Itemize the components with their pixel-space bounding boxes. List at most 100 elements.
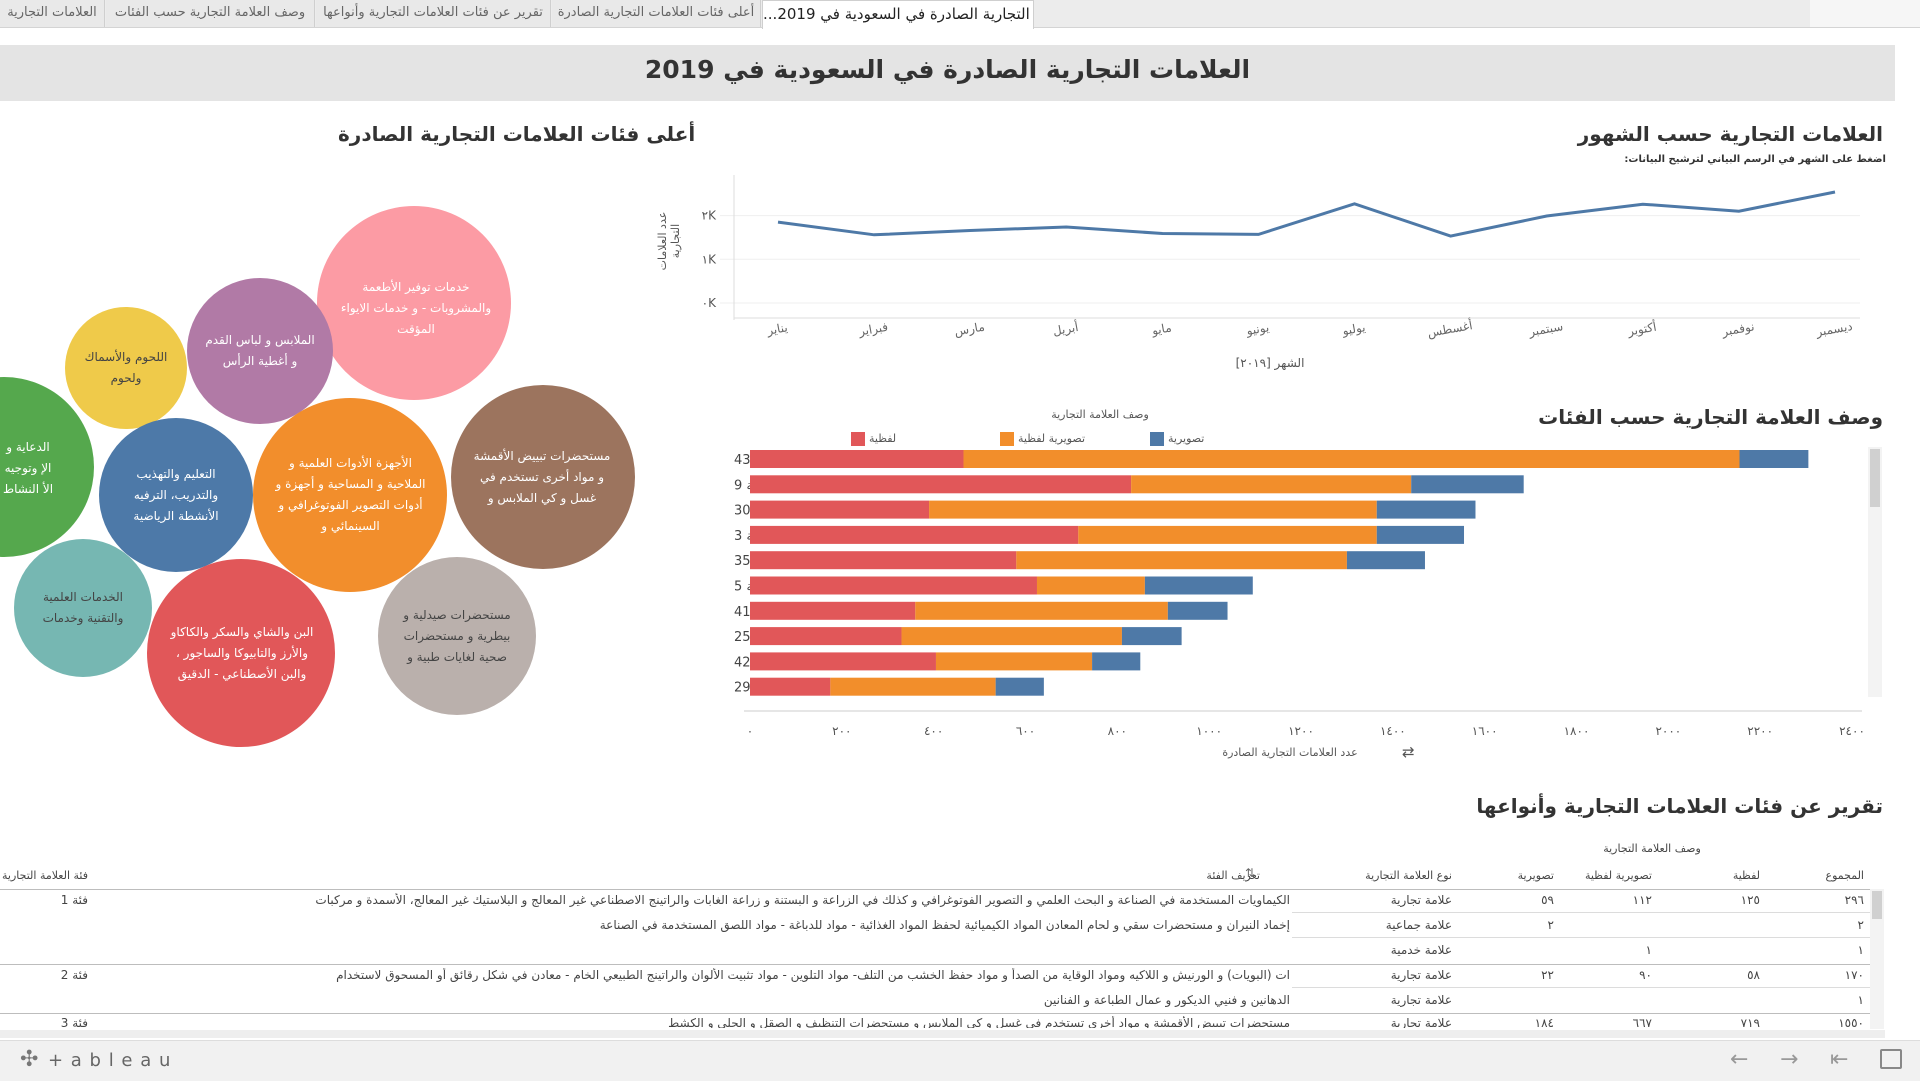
header-pictorial[interactable]: تصويرية — [1517, 869, 1554, 882]
revert-icon[interactable]: ⇤ — [1830, 1047, 1849, 1072]
tableau-brand: + a b l e a u — [48, 1050, 172, 1071]
bar-segment[interactable] — [750, 576, 1037, 595]
row-type: علامة تجارية — [1390, 968, 1452, 982]
header-pictorial-verbal[interactable]: تصويرية لفظية — [1584, 869, 1652, 882]
bubble-pharmaceuticals[interactable] — [378, 557, 536, 715]
tab-trademarks[interactable]: العلامات التجارية — [0, 0, 105, 27]
bar-segment[interactable] — [1036, 576, 1145, 595]
line-x-tick-label[interactable]: مارس — [953, 320, 986, 340]
sort-indicator-icon[interactable]: ⇅ — [1245, 866, 1256, 880]
row-pictorial: ٢٢ — [1541, 968, 1554, 982]
bar-segment[interactable] — [750, 551, 1017, 570]
bar-segment[interactable] — [750, 525, 1079, 544]
bar-segment[interactable] — [915, 601, 1168, 620]
bubble-coffee-tea[interactable] — [147, 559, 335, 747]
bar-chart-scroll-thumb[interactable] — [1870, 449, 1880, 507]
bar-segment[interactable] — [1376, 525, 1465, 544]
row-total: ٢٩٦ — [1844, 893, 1864, 907]
bar-segment[interactable] — [1411, 475, 1524, 494]
line-x-tick-label[interactable]: سبتمبر — [1527, 319, 1565, 340]
tableau-logo-icon: ✣ — [20, 1047, 39, 1072]
row-definition: إخماد النيران و مستحضرات سقي و لحام المع… — [599, 918, 1290, 932]
line-x-tick-label[interactable]: فبراير — [857, 320, 889, 340]
category-bar-chart[interactable]: فئة 43فئة 9فئة 30فئة 3فئة 35فئة 5فئة 41ف… — [680, 440, 1880, 740]
bar-x-tick-label: ١٢٠٠ — [1288, 724, 1314, 738]
line-y-tick-label: ٠K — [702, 296, 717, 310]
line-x-tick-label[interactable]: أبريل — [1052, 319, 1080, 339]
bar-segment[interactable] — [750, 601, 916, 620]
bar-segment[interactable] — [750, 475, 1132, 494]
row-definition: الكيماويات المستخدمة في الصناعة و البحث … — [315, 893, 1290, 907]
bar-segment[interactable] — [750, 450, 964, 468]
row-divider — [1292, 912, 1870, 913]
bar-x-tick-label: ١٨٠٠ — [1564, 724, 1590, 738]
row-total: ١٥٥٠ — [1838, 1016, 1864, 1028]
line-x-tick-label[interactable]: أغسطس — [1426, 317, 1474, 341]
row-pictorial: ١٨٤ — [1534, 1016, 1554, 1028]
tab-top-categories[interactable]: أعلى فئات العلامات التجارية الصادرة — [552, 0, 761, 27]
bubble-advertising[interactable] — [0, 377, 94, 557]
dashboard-title: العلامات التجارية الصادرة في السعودية في… — [644, 55, 1251, 84]
line-x-tick-label[interactable]: نوفمبر — [1720, 319, 1756, 340]
bar-segment[interactable] — [995, 677, 1044, 696]
header-category[interactable]: فئة العلامة التجارية — [2, 869, 88, 882]
sort-icon[interactable]: ⇄ — [1402, 743, 1415, 761]
line-x-tick-label[interactable]: يوليو — [1340, 320, 1366, 339]
bar-segment[interactable] — [750, 627, 902, 646]
line-x-tick-label[interactable]: أكتوبر — [1626, 319, 1658, 340]
bar-segment[interactable] — [1121, 627, 1182, 646]
tab-category-report[interactable]: تقرير عن فئات العلامات التجارية وأنواعها — [316, 0, 551, 27]
bar-segment[interactable] — [750, 677, 831, 696]
bubble-label-scientific-services: الخدمات العلمية والتقنية وخدمات — [42, 590, 124, 625]
bar-legend-title: وصف العلامة التجارية — [1051, 408, 1149, 421]
tab-description-by-category[interactable]: وصف العلامة التجارية حسب الفئات — [106, 0, 315, 27]
table-scroll-thumb[interactable] — [1872, 891, 1882, 919]
row-verbal: ٥٨ — [1747, 968, 1760, 982]
monthly-line-chart[interactable]: ٠K ١K ٢K يناير فبراير مارس أبريل مايو يونيو يوليو… — [650, 175, 1890, 385]
line-x-tick-label[interactable]: يناير — [765, 320, 789, 339]
tab-dashboard[interactable]: ...ات التجارية الصادرة في السعودية في 20… — [762, 0, 1034, 29]
header-total[interactable]: المجموع — [1825, 869, 1864, 882]
header-definition[interactable]: تعريف الفئة — [1206, 869, 1260, 882]
bubble-food-services[interactable] — [317, 206, 511, 400]
bar-segment[interactable] — [1167, 601, 1228, 620]
bar-segment[interactable] — [901, 627, 1122, 646]
fullscreen-icon[interactable] — [1880, 1049, 1902, 1069]
bar-segment[interactable] — [1144, 576, 1253, 595]
bubble-scientific-services[interactable] — [14, 539, 152, 677]
table-horizontal-scrollbar[interactable] — [0, 1030, 1885, 1038]
bar-segment[interactable] — [1078, 525, 1377, 544]
table-scrollbar[interactable] — [1870, 889, 1884, 1029]
bubble-education[interactable] — [99, 418, 253, 572]
bar-segment[interactable] — [1016, 551, 1347, 570]
bubble-meat[interactable] — [65, 307, 187, 429]
bubble-scientific-apparatus[interactable] — [253, 398, 447, 592]
redo-icon[interactable]: → — [1780, 1047, 1799, 1072]
bar-segment[interactable] — [1092, 652, 1141, 671]
bar-segment[interactable] — [750, 500, 930, 519]
undo-icon[interactable]: ← — [1730, 1047, 1749, 1072]
bar-segment[interactable] — [1376, 500, 1476, 519]
row-total: ١ — [1857, 943, 1864, 957]
bar-segment[interactable] — [830, 677, 996, 696]
line-x-tick-label[interactable]: ديسمبر — [1814, 319, 1854, 340]
line-x-tick-label[interactable]: يونيو — [1244, 320, 1270, 339]
line-x-tick-label[interactable]: مايو — [1150, 320, 1173, 338]
bar-chart-scrollbar[interactable] — [1868, 447, 1882, 697]
table-row[interactable]: فئة 3 مستحضرات تبييض الأقمشة و مواد أخرى… — [0, 1016, 1870, 1028]
bar-segment[interactable] — [935, 652, 1093, 671]
bar-segment[interactable] — [1346, 551, 1425, 570]
bar-segment[interactable] — [750, 652, 936, 671]
row-definition: الدهانين و فنيي الديكور و عمال الطباعة و… — [1043, 993, 1290, 1007]
line-series-path[interactable] — [777, 190, 1836, 238]
header-verbal[interactable]: لفظية — [1732, 869, 1760, 882]
bar-segment[interactable] — [929, 500, 1377, 519]
row-type: علامة تجارية — [1390, 893, 1452, 907]
header-type[interactable]: نوع العلامة التجارية — [1365, 869, 1452, 882]
bubble-bleaching-preparations[interactable] — [451, 385, 635, 569]
bar-segment[interactable] — [1131, 475, 1412, 494]
bar-segment[interactable] — [1739, 450, 1809, 468]
bar-segment[interactable] — [963, 450, 1740, 468]
bubble-clothing[interactable] — [187, 278, 333, 424]
row-category: فئة 2 — [60, 968, 88, 982]
